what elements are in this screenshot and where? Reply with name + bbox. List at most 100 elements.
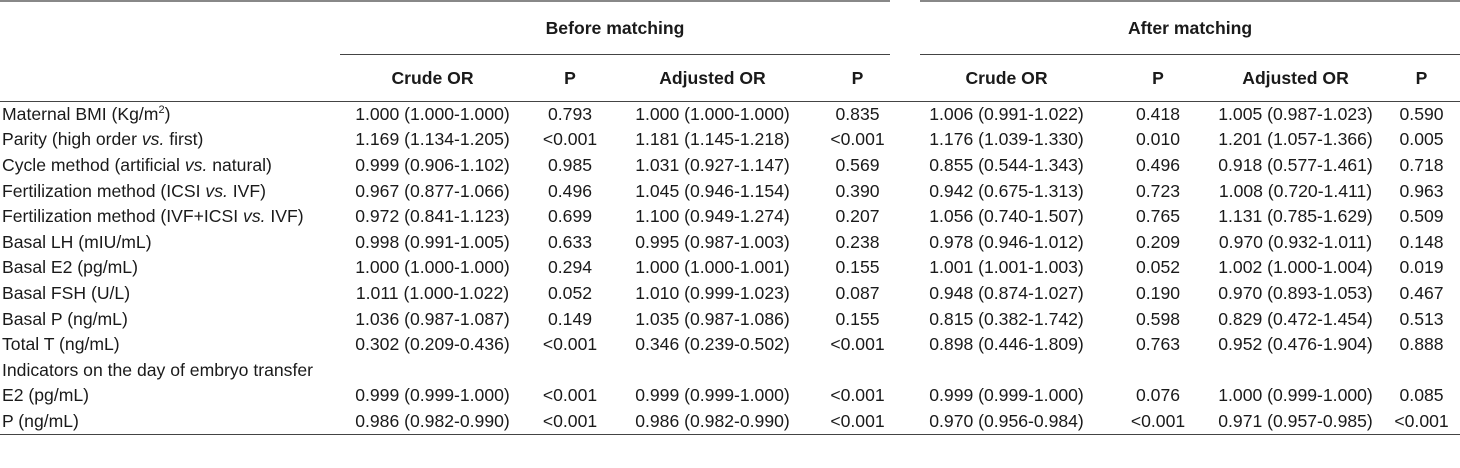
table-row: Maternal BMI (Kg/m2) 1.000 (1.000-1.000) 0… — [0, 102, 1460, 128]
row-label-text: E2 (pg/mL) — [2, 385, 90, 406]
row-label-text: Cycle method (artificial — [2, 154, 185, 175]
row-label-italic: vs. — [205, 180, 228, 201]
cell-p-adjusted-before: 0.835 — [835, 104, 880, 125]
group-header-row: Before matching After matching — [0, 0, 1460, 55]
cell-p-adjusted-before: 0.569 — [835, 154, 880, 175]
cell-crude-or-before: 1.000 (1.000-1.000) — [355, 104, 510, 125]
table-row: Basal LH (mIU/mL) 0.998 (0.991-1.005) 0.63… — [0, 229, 1460, 255]
section-row: Indicators on the day of embryo transfer — [0, 357, 1460, 383]
table-row: E2 (pg/mL) 0.999 (0.999-1.000) <0.001 0.999… — [0, 383, 1460, 409]
cell-adjusted-or-after: 1.008 (0.720-1.411) — [1218, 180, 1373, 201]
cell-p-crude-before: 0.633 — [547, 231, 593, 252]
cell-adjusted-or-before: 0.995 (0.987-1.003) — [635, 231, 790, 252]
cell-crude-or-after: 0.942 (0.675-1.313) — [929, 180, 1084, 201]
cell-p-adjusted-before: <0.001 — [830, 334, 885, 355]
row-label-text: Basal LH (mIU/mL) — [2, 231, 152, 252]
row-label-text: Basal P (ng/mL) — [2, 308, 128, 329]
cell-adjusted-or-after: 0.918 (0.577-1.461) — [1218, 154, 1373, 175]
row-label-superscript: 2 — [158, 104, 165, 117]
cell-crude-or-after: 0.855 (0.544-1.343) — [929, 154, 1084, 175]
group-after-matching: After matching — [890, 0, 1460, 55]
cell-adjusted-or-before: 1.045 (0.946-1.154) — [635, 180, 790, 201]
col-header-adjusted-or-after: Adjusted OR — [1208, 54, 1384, 102]
cell-crude-or-before: 0.999 (0.906-1.102) — [355, 154, 510, 175]
cell-adjusted-or-after: 0.829 (0.472-1.454) — [1218, 308, 1373, 329]
cell-adjusted-or-after: 1.131 (0.785-1.629) — [1218, 206, 1373, 227]
col-header-crude-or-after: Crude OR — [905, 54, 1109, 102]
row-label: Fertilization method (IVF+ICSI vs. IVF) — [0, 204, 340, 230]
cell-adjusted-or-before: 0.986 (0.982-0.990) — [615, 408, 810, 435]
row-label: Basal LH (mIU/mL) — [0, 229, 340, 255]
cell-p-crude-after: <0.001 — [1108, 408, 1209, 435]
cell-p-crude-before: 0.294 — [547, 257, 593, 278]
cell-p-adjusted-after: 0.019 — [1399, 257, 1444, 278]
header-blank — [0, 0, 340, 55]
table-row: Total T (ng/mL) 0.302 (0.209-0.436) <0.001… — [0, 332, 1460, 358]
cell-p-crude-before: 0.793 — [547, 104, 593, 125]
row-label: Parity (high order vs. first) — [0, 127, 340, 153]
cell-adjusted-or-before: 1.000 (1.000-1.000) — [635, 104, 790, 125]
cell-crude-or-after: 0.978 (0.946-1.012) — [929, 231, 1084, 252]
cell-adjusted-or-after: 1.002 (1.000-1.004) — [1218, 257, 1373, 278]
cell-crude-or-before: 0.986 (0.982-0.990) — [340, 408, 525, 435]
row-label-tail: IVF) — [227, 180, 266, 201]
cell-p-crude-after: 0.209 — [1136, 231, 1181, 252]
col-header-p-adjusted-after: P — [1383, 54, 1460, 102]
cell-p-adjusted-after: <0.001 — [1383, 408, 1460, 435]
cell-crude-or-after: 1.001 (1.001-1.003) — [929, 257, 1084, 278]
table-row: Fertilization method (ICSI vs. IVF) 0.967… — [0, 178, 1460, 204]
cell-adjusted-or-after: 1.000 (0.999-1.000) — [1218, 385, 1373, 406]
row-label-text: Maternal BMI (Kg/m — [2, 104, 159, 125]
cell-p-adjusted-after: 0.005 — [1399, 129, 1444, 150]
cell-adjusted-or-after: 0.970 (0.932-1.011) — [1218, 231, 1373, 252]
cell-adjusted-or-before: 1.010 (0.999-1.023) — [635, 282, 790, 303]
cell-p-adjusted-before: 0.087 — [835, 282, 880, 303]
cell-crude-or-before: 0.998 (0.991-1.005) — [355, 231, 510, 252]
cell-p-adjusted-after: 0.509 — [1399, 206, 1444, 227]
cell-p-crude-after: 0.076 — [1136, 385, 1181, 406]
cell-p-crude-before: 0.149 — [547, 308, 593, 329]
cell-crude-or-before: 0.302 (0.209-0.436) — [355, 334, 510, 355]
cell-p-crude-before: 0.985 — [547, 154, 593, 175]
cell-p-crude-after: 0.190 — [1136, 282, 1181, 303]
cell-crude-or-after: 1.006 (0.991-1.022) — [929, 104, 1084, 125]
cell-p-crude-after: 0.010 — [1136, 129, 1181, 150]
table-row: Parity (high order vs. first) 1.169 (1.13… — [0, 127, 1460, 153]
cell-p-crude-after: 0.723 — [1136, 180, 1181, 201]
table-body: Maternal BMI (Kg/m2) 1.000 (1.000-1.000) 0… — [0, 102, 1460, 435]
cell-p-crude-before: 0.052 — [547, 282, 593, 303]
cell-p-adjusted-before: 0.155 — [835, 308, 880, 329]
cell-adjusted-or-before: 0.999 (0.999-1.000) — [635, 385, 790, 406]
cell-p-adjusted-after: 0.718 — [1399, 154, 1444, 175]
cell-p-crude-after: 0.052 — [1136, 257, 1181, 278]
row-label-italic: vs. — [243, 206, 266, 227]
cell-crude-or-after: 0.970 (0.956-0.984) — [905, 408, 1109, 435]
cell-p-crude-after: 0.598 — [1136, 308, 1181, 329]
cell-crude-or-after: 0.948 (0.874-1.027) — [929, 282, 1084, 303]
col-header-p-crude-after: P — [1108, 54, 1209, 102]
row-label: E2 (pg/mL) — [0, 383, 340, 409]
table-row: Cycle method (artificial vs. natural) 0.9… — [0, 153, 1460, 179]
row-label: P (ng/mL) — [0, 408, 340, 435]
table-row: P (ng/mL) 0.986 (0.982-0.990) <0.001 0.986 … — [0, 408, 1460, 435]
cell-p-crude-after: 0.763 — [1136, 334, 1181, 355]
cell-adjusted-or-after: 0.970 (0.893-1.053) — [1218, 282, 1373, 303]
cell-p-adjusted-before: 0.390 — [835, 180, 880, 201]
row-label-italic: vs. — [184, 154, 208, 175]
cell-p-crude-after: 0.765 — [1136, 206, 1181, 227]
row-label-tail: natural) — [207, 154, 272, 175]
col-header-p-adjusted-before: P — [810, 54, 906, 102]
cell-p-adjusted-after: 0.085 — [1399, 385, 1444, 406]
row-label: Maternal BMI (Kg/m2) — [0, 102, 340, 128]
row-label: Basal E2 (pg/mL) — [0, 255, 340, 281]
cell-crude-or-before: 1.011 (1.000-1.022) — [355, 282, 510, 303]
cell-p-crude-after: 0.418 — [1136, 104, 1181, 125]
cell-p-crude-after: 0.496 — [1136, 154, 1181, 175]
row-label-italic: vs. — [141, 129, 165, 150]
col-header-crude-or-before: Crude OR — [340, 54, 525, 102]
cell-crude-or-before: 0.967 (0.877-1.066) — [355, 180, 510, 201]
cell-crude-or-after: 0.999 (0.999-1.000) — [929, 385, 1084, 406]
cell-crude-or-before: 0.972 (0.841-1.123) — [355, 206, 510, 227]
table-row: Fertilization method (IVF+ICSI vs. IVF) 0… — [0, 204, 1460, 230]
cell-crude-or-before: 1.169 (1.134-1.205) — [355, 129, 510, 150]
